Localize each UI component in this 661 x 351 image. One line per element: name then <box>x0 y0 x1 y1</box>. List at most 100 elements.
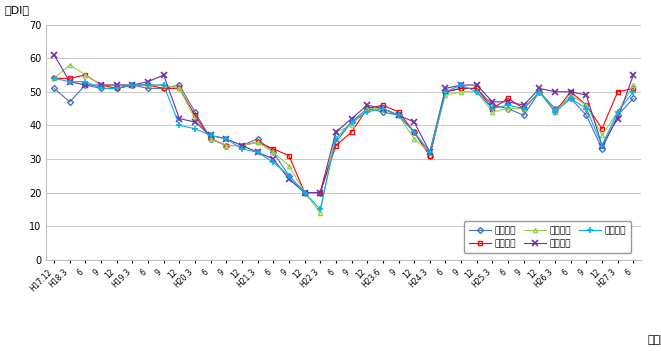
県北地域 <box>144 86 152 91</box>
鹿行地域 <box>379 106 387 111</box>
県南地域 <box>301 191 309 195</box>
県南地域 <box>504 100 512 104</box>
県南地域 <box>535 86 543 91</box>
県央地域 <box>520 106 527 111</box>
県央地域 <box>81 73 89 77</box>
Text: （DI）: （DI） <box>5 5 30 15</box>
県北地域 <box>160 86 168 91</box>
県央地域 <box>551 110 559 114</box>
鹿行地域 <box>348 123 356 127</box>
県央地域 <box>582 103 590 107</box>
鹿行地域 <box>504 106 512 111</box>
県西地域 <box>457 83 465 87</box>
県南地域 <box>379 106 387 111</box>
県央地域 <box>285 153 293 158</box>
県央地域 <box>113 86 121 91</box>
県北地域 <box>254 137 262 141</box>
Line: 県西地域: 県西地域 <box>52 75 636 212</box>
県北地域 <box>535 90 543 94</box>
鹿行地域 <box>191 117 199 121</box>
県南地域 <box>551 90 559 94</box>
県北地域 <box>238 144 246 148</box>
県南地域 <box>128 83 136 87</box>
県西地域 <box>285 174 293 178</box>
県央地域 <box>504 97 512 101</box>
鹿行地域 <box>207 137 215 141</box>
鹿行地域 <box>473 90 481 94</box>
県北地域 <box>332 140 340 144</box>
県南地域 <box>566 90 574 94</box>
鹿行地域 <box>332 130 340 134</box>
鹿行地域 <box>582 103 590 107</box>
県央地域 <box>566 90 574 94</box>
県南地域 <box>254 150 262 154</box>
鹿行地域 <box>316 211 324 215</box>
県西地域 <box>222 137 230 141</box>
県央地域 <box>50 76 58 80</box>
Line: 県南地域: 県南地域 <box>52 52 636 195</box>
県西地域 <box>535 90 543 94</box>
鹿行地域 <box>551 110 559 114</box>
県西地域 <box>613 110 621 114</box>
県北地域 <box>566 97 574 101</box>
県北地域 <box>551 106 559 111</box>
県央地域 <box>301 191 309 195</box>
県北地域 <box>504 106 512 111</box>
県南地域 <box>520 103 527 107</box>
県南地域 <box>285 177 293 181</box>
県北地域 <box>457 86 465 91</box>
県南地域 <box>97 83 105 87</box>
県北地域 <box>301 191 309 195</box>
鹿行地域 <box>598 133 606 138</box>
県央地域 <box>410 130 418 134</box>
県南地域 <box>629 73 637 77</box>
鹿行地域 <box>301 191 309 195</box>
県南地域 <box>426 150 434 154</box>
県北地域 <box>191 110 199 114</box>
県西地域 <box>426 150 434 154</box>
県央地域 <box>254 140 262 144</box>
県南地域 <box>457 83 465 87</box>
県北地域 <box>81 83 89 87</box>
県西地域 <box>551 110 559 114</box>
県北地域 <box>207 137 215 141</box>
鹿行地域 <box>629 83 637 87</box>
県央地域 <box>473 86 481 91</box>
県西地域 <box>160 83 168 87</box>
県西地域 <box>379 106 387 111</box>
鹿行地域 <box>566 93 574 97</box>
県南地域 <box>473 83 481 87</box>
鹿行地域 <box>175 86 183 91</box>
県北地域 <box>520 113 527 117</box>
鹿行地域 <box>50 76 58 80</box>
県央地域 <box>66 76 74 80</box>
県北地域 <box>379 110 387 114</box>
県西地域 <box>364 110 371 114</box>
県南地域 <box>222 137 230 141</box>
県央地域 <box>426 153 434 158</box>
県西地域 <box>332 137 340 141</box>
県央地域 <box>269 147 277 151</box>
Line: 鹿行地域: 鹿行地域 <box>52 63 635 215</box>
県央地域 <box>442 90 449 94</box>
県北地域 <box>285 174 293 178</box>
Legend: 県北地域, 県央地域, 鹿行地域, 県南地域, 県西地域: 県北地域, 県央地域, 鹿行地域, 県南地域, 県西地域 <box>464 221 631 253</box>
県央地域 <box>457 86 465 91</box>
県南地域 <box>442 86 449 91</box>
県央地域 <box>97 83 105 87</box>
鹿行地域 <box>426 150 434 154</box>
県南地域 <box>613 117 621 121</box>
県北地域 <box>66 100 74 104</box>
鹿行地域 <box>97 83 105 87</box>
鹿行地域 <box>160 83 168 87</box>
県南地域 <box>81 83 89 87</box>
鹿行地域 <box>66 63 74 67</box>
Line: 県北地域: 県北地域 <box>52 83 635 195</box>
県南地域 <box>144 80 152 84</box>
鹿行地域 <box>520 106 527 111</box>
県央地域 <box>222 144 230 148</box>
県北地域 <box>348 120 356 124</box>
県西地域 <box>629 90 637 94</box>
県南地域 <box>269 157 277 161</box>
県西地域 <box>582 106 590 111</box>
